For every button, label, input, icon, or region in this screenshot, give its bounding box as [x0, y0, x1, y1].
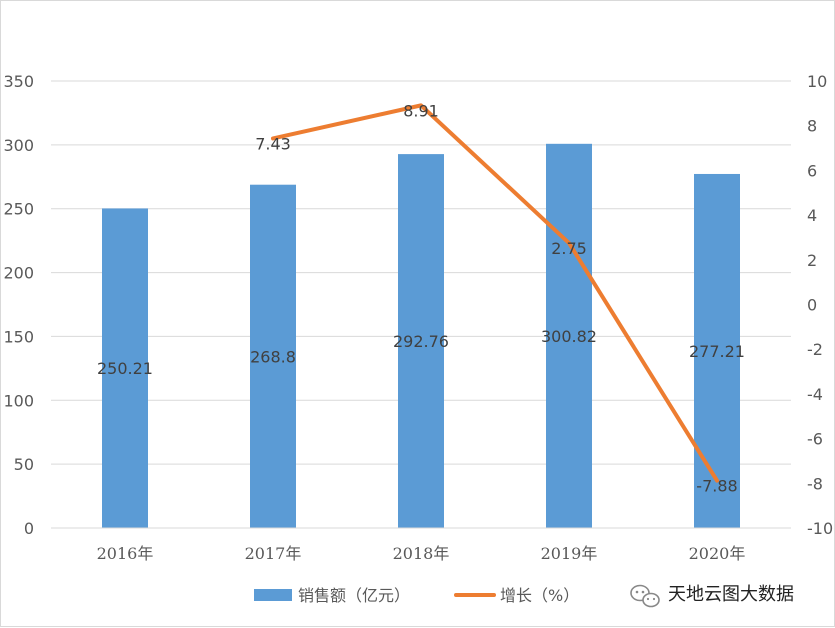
x-axis: 2016年 2017年 2018年 2019年 2020年 — [51, 527, 791, 563]
bar — [250, 184, 296, 529]
bar-value-label: 250.21 — [97, 359, 153, 378]
bar-value-label: 277.21 — [689, 342, 745, 361]
y-tick-label: 200 — [3, 264, 34, 283]
legend-label-growth: 增长（%） — [500, 586, 579, 605]
bar — [398, 154, 444, 529]
y-tick-label: 50 — [14, 455, 34, 474]
y2-tick-label: -10 — [807, 519, 833, 538]
y2-tick-label: -8 — [807, 474, 823, 493]
line-value-label: 2.75 — [551, 239, 587, 258]
x-tick-label: 2018年 — [393, 544, 450, 563]
wechat-icon — [630, 584, 660, 608]
y2-tick-label: -2 — [807, 340, 823, 359]
y-tick-label: 250 — [3, 200, 34, 219]
y2-tick-label: 4 — [807, 206, 817, 225]
x-tick-label: 2019年 — [541, 544, 598, 563]
bar-series — [102, 143, 740, 529]
bar — [102, 208, 148, 528]
x-tick-label: 2020年 — [689, 544, 746, 563]
growth-line — [271, 103, 719, 483]
y2-tick-label: 0 — [807, 296, 817, 315]
line-value-label: 7.43 — [255, 134, 291, 153]
bar-value-label: 292.76 — [393, 332, 449, 351]
line-value-label: 8.91 — [403, 101, 439, 120]
line-value-label: -7.88 — [696, 477, 737, 496]
line-series — [271, 103, 719, 483]
legend-label-sales: 销售额（亿元） — [298, 586, 410, 605]
bar — [694, 173, 740, 528]
y2-tick-label: 2 — [807, 251, 817, 270]
y2-tick-label: -6 — [807, 430, 823, 449]
y-tick-label: 100 — [3, 391, 34, 410]
right-y-axis: -10 -8 -6 -4 -2 0 2 4 6 8 10 — [807, 72, 833, 538]
y-tick-label: 0 — [24, 519, 34, 538]
y2-tick-label: 10 — [807, 72, 827, 91]
y-tick-label: 150 — [3, 327, 34, 346]
y2-tick-label: 6 — [807, 161, 817, 180]
bar — [546, 143, 592, 529]
data-labels: 250.21 268.8 292.76 300.82 277.21 7.43 8.91 2.7… — [97, 101, 745, 495]
bar-value-label: 268.8 — [250, 347, 296, 366]
y-tick-label: 350 — [3, 72, 34, 91]
legend-swatch-sales — [254, 589, 292, 601]
bar-value-label: 300.82 — [541, 327, 597, 346]
x-tick-label: 2017年 — [245, 544, 302, 563]
y-tick-label: 300 — [3, 136, 34, 155]
watermark-text: 天地云图大数据 — [668, 584, 794, 605]
watermark: 天地云图大数据 — [630, 584, 794, 608]
y2-tick-label: -4 — [807, 385, 823, 404]
legend: 销售额（亿元） 增长（%） — [254, 586, 579, 605]
left-y-axis: 0 50 100 150 200 250 300 350 — [3, 72, 34, 538]
x-tick-label: 2016年 — [97, 544, 154, 563]
y2-tick-label: 8 — [807, 117, 817, 136]
